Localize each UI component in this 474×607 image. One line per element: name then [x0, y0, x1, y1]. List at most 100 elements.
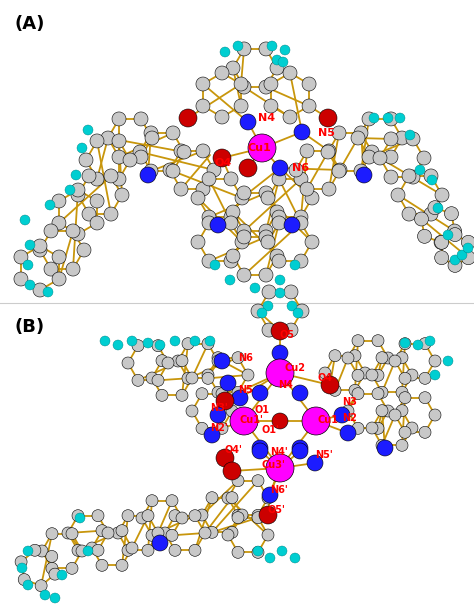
Circle shape — [152, 527, 164, 539]
Circle shape — [191, 191, 205, 205]
Circle shape — [359, 367, 371, 379]
Circle shape — [190, 336, 200, 346]
Circle shape — [25, 280, 35, 290]
Circle shape — [372, 388, 384, 399]
Circle shape — [433, 203, 443, 213]
Circle shape — [133, 145, 147, 159]
Circle shape — [259, 230, 273, 244]
Circle shape — [372, 422, 384, 435]
Circle shape — [384, 150, 398, 164]
Circle shape — [66, 527, 78, 540]
Circle shape — [396, 405, 408, 416]
Circle shape — [342, 405, 354, 417]
Circle shape — [399, 392, 411, 404]
Circle shape — [382, 352, 394, 364]
Circle shape — [232, 390, 248, 406]
Circle shape — [284, 285, 298, 299]
Circle shape — [294, 172, 308, 186]
Circle shape — [428, 201, 442, 215]
Circle shape — [52, 216, 66, 230]
Circle shape — [402, 169, 416, 183]
Circle shape — [92, 510, 104, 521]
Circle shape — [189, 544, 201, 557]
Text: N2: N2 — [342, 413, 357, 423]
Circle shape — [206, 492, 218, 504]
Circle shape — [419, 372, 431, 384]
Circle shape — [284, 323, 298, 337]
Circle shape — [79, 153, 93, 167]
Circle shape — [72, 510, 84, 521]
Circle shape — [222, 529, 234, 541]
Circle shape — [216, 392, 234, 410]
Circle shape — [277, 546, 287, 556]
Circle shape — [226, 405, 238, 417]
Circle shape — [196, 509, 208, 521]
Circle shape — [270, 205, 284, 219]
Circle shape — [116, 524, 128, 537]
Circle shape — [284, 217, 300, 233]
Circle shape — [406, 132, 420, 146]
Circle shape — [90, 172, 104, 186]
Circle shape — [52, 250, 66, 264]
Circle shape — [272, 216, 286, 230]
Circle shape — [275, 288, 285, 298]
Circle shape — [215, 66, 229, 80]
Circle shape — [419, 337, 431, 350]
Circle shape — [302, 407, 330, 435]
Text: N5': N5' — [315, 450, 333, 460]
Circle shape — [419, 392, 431, 404]
Circle shape — [283, 66, 297, 80]
Circle shape — [49, 568, 61, 580]
Circle shape — [92, 544, 104, 557]
Text: N6': N6' — [270, 485, 288, 495]
Circle shape — [402, 207, 416, 221]
Circle shape — [292, 385, 308, 401]
Circle shape — [242, 369, 254, 381]
Text: N3: N3 — [342, 397, 357, 407]
Circle shape — [396, 386, 408, 398]
Circle shape — [83, 125, 93, 135]
Circle shape — [429, 409, 441, 421]
Circle shape — [406, 422, 418, 434]
Circle shape — [213, 149, 231, 167]
Circle shape — [196, 182, 210, 196]
Circle shape — [396, 439, 408, 452]
Circle shape — [226, 61, 240, 75]
Circle shape — [202, 372, 214, 384]
Circle shape — [212, 351, 224, 364]
Circle shape — [321, 376, 339, 394]
Circle shape — [352, 369, 364, 381]
Circle shape — [252, 440, 268, 456]
Circle shape — [216, 388, 228, 399]
Circle shape — [152, 340, 164, 351]
Circle shape — [112, 134, 126, 148]
Circle shape — [372, 334, 384, 347]
Circle shape — [235, 191, 249, 205]
Circle shape — [29, 544, 41, 556]
Circle shape — [20, 215, 30, 225]
Circle shape — [86, 542, 98, 554]
Circle shape — [450, 255, 460, 265]
Circle shape — [263, 301, 273, 311]
Circle shape — [419, 426, 431, 438]
Circle shape — [366, 422, 378, 434]
Circle shape — [191, 235, 205, 249]
Circle shape — [23, 580, 33, 590]
Circle shape — [376, 439, 388, 452]
Circle shape — [232, 512, 244, 524]
Circle shape — [354, 126, 368, 140]
Circle shape — [202, 337, 214, 350]
Circle shape — [262, 323, 276, 337]
Circle shape — [250, 283, 260, 293]
Circle shape — [405, 130, 415, 140]
Circle shape — [252, 546, 264, 558]
Circle shape — [272, 254, 286, 268]
Circle shape — [90, 134, 104, 148]
Text: N4: N4 — [258, 113, 275, 123]
Circle shape — [126, 542, 138, 554]
Circle shape — [62, 527, 74, 539]
Text: O5': O5' — [268, 505, 286, 515]
Circle shape — [52, 272, 66, 286]
Circle shape — [237, 224, 251, 238]
Circle shape — [290, 553, 300, 563]
